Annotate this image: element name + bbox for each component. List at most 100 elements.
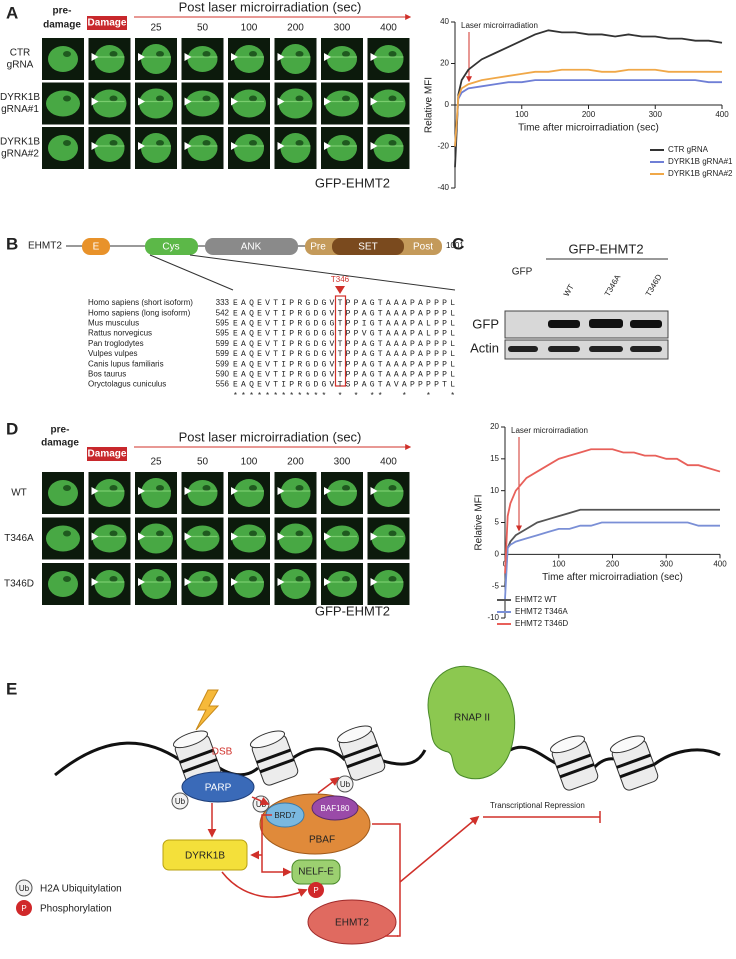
sequence: EAQEVTIPRGDGVTPPAGTAAAPAPPPL	[233, 350, 455, 359]
nucleus	[234, 45, 264, 73]
panel-letter: B	[6, 234, 18, 253]
y-tick-label: -10	[487, 613, 499, 622]
nucleolus	[388, 485, 397, 491]
time-label: 100	[241, 457, 258, 468]
arrowhead	[277, 532, 285, 541]
nucleolus	[109, 140, 118, 146]
species: Homo sapiens (long isoform)	[88, 308, 191, 317]
damage-label: Damage	[88, 449, 127, 460]
ub	[171, 792, 189, 810]
domain-label: Post	[413, 242, 433, 253]
nucleolus	[249, 530, 257, 537]
arrowhead	[138, 53, 145, 61]
arrowhead	[231, 53, 238, 61]
row-label: T346D	[4, 579, 34, 590]
sequence: EAQEVTIPRGDGVTPPAGTAAAPAPPPL	[233, 299, 455, 308]
series-line	[504, 521, 720, 599]
nucleolus	[342, 95, 350, 102]
nelfe-label: NELF-E	[298, 867, 334, 878]
panel-letter: A	[6, 3, 18, 22]
nucleolus	[249, 51, 257, 57]
arrowhead	[91, 53, 99, 61]
series-line	[454, 79, 722, 147]
nucleolus	[342, 51, 350, 57]
panel-d-header: pre- damage Damage Post laser microirrad…	[41, 425, 412, 618]
nucleolus	[249, 140, 257, 146]
annotation: Laser microirradiation	[461, 21, 538, 30]
time-label: 300	[334, 457, 351, 468]
nucleus	[327, 46, 357, 72]
series-line	[504, 508, 720, 587]
domain	[82, 238, 110, 255]
nucleus	[46, 525, 80, 552]
species: Pan troglodytes	[88, 339, 144, 348]
sequence: EAQEVTIPRGDGVTPPAGTAAAPAPPPL	[233, 309, 455, 318]
protein-length: 1001	[446, 241, 464, 250]
group-label: GFP-EHMT2	[568, 241, 643, 256]
phospho	[308, 882, 324, 898]
x-tick-label: 100	[552, 559, 566, 568]
arrowhead	[184, 532, 192, 541]
nucleus	[187, 135, 218, 161]
y-tick-label: -20	[437, 142, 449, 151]
time-label: 50	[197, 457, 209, 468]
nucleus	[232, 524, 266, 553]
nucleolus	[63, 530, 71, 537]
lane-label: T346A	[603, 273, 623, 298]
legend-label: Phosphorylation	[40, 904, 112, 915]
ehmt2-shape	[307, 899, 397, 945]
nucleus	[92, 89, 127, 118]
domain-label: E	[93, 242, 100, 253]
arrowhead	[324, 53, 331, 61]
row-label: gRNA	[7, 60, 34, 71]
arrowhead	[324, 142, 331, 150]
domain	[332, 238, 404, 255]
domain-label: ANK	[241, 242, 262, 253]
nucleolus	[109, 576, 118, 582]
nucleus	[280, 133, 311, 163]
nucleolus	[295, 530, 304, 537]
arrowhead	[370, 142, 378, 150]
series-line	[454, 68, 722, 147]
nucleus	[232, 89, 266, 118]
species: Canis lupus familiaris	[88, 359, 164, 368]
start: 542	[216, 308, 230, 317]
pre-label: pre-	[51, 425, 70, 436]
y-axis-title: Relative MFI	[424, 77, 435, 133]
arrowhead	[138, 532, 145, 541]
nucleolus	[202, 51, 211, 57]
legend-label: EHMT2 WT	[515, 595, 557, 604]
series-line	[454, 29, 723, 168]
domain-label: SET	[358, 242, 377, 253]
nucleus	[94, 479, 125, 507]
panel-letter: C	[452, 234, 464, 253]
legend-symbol: P	[21, 904, 26, 913]
nucleus	[327, 480, 357, 506]
band	[548, 346, 580, 352]
nucleus	[187, 46, 218, 72]
nucleus	[373, 570, 404, 598]
nucleus	[187, 571, 218, 597]
nucleus	[371, 524, 406, 553]
nucleus	[234, 134, 264, 162]
caption: GFP-EHMT2	[315, 175, 390, 190]
nucleolus	[249, 485, 257, 491]
arrowhead	[277, 53, 285, 61]
rnap-shape	[427, 665, 516, 780]
arrowhead	[231, 578, 238, 586]
nucleus	[48, 46, 78, 72]
row-label: gRNA#2	[1, 149, 39, 160]
nucleolus	[202, 576, 211, 582]
y-tick-label: 10	[490, 486, 499, 495]
row-label: gRNA#1	[1, 104, 39, 115]
site-box	[334, 295, 347, 387]
nucleus	[94, 570, 125, 598]
nucleolus	[249, 95, 257, 102]
zoom-line	[189, 254, 456, 291]
x-tick-label: 400	[713, 559, 727, 568]
y-tick-label: -5	[492, 581, 500, 590]
x-tick-label: 200	[606, 559, 620, 568]
pre-label: pre-	[53, 6, 72, 17]
x-tick-label: 200	[582, 110, 596, 119]
